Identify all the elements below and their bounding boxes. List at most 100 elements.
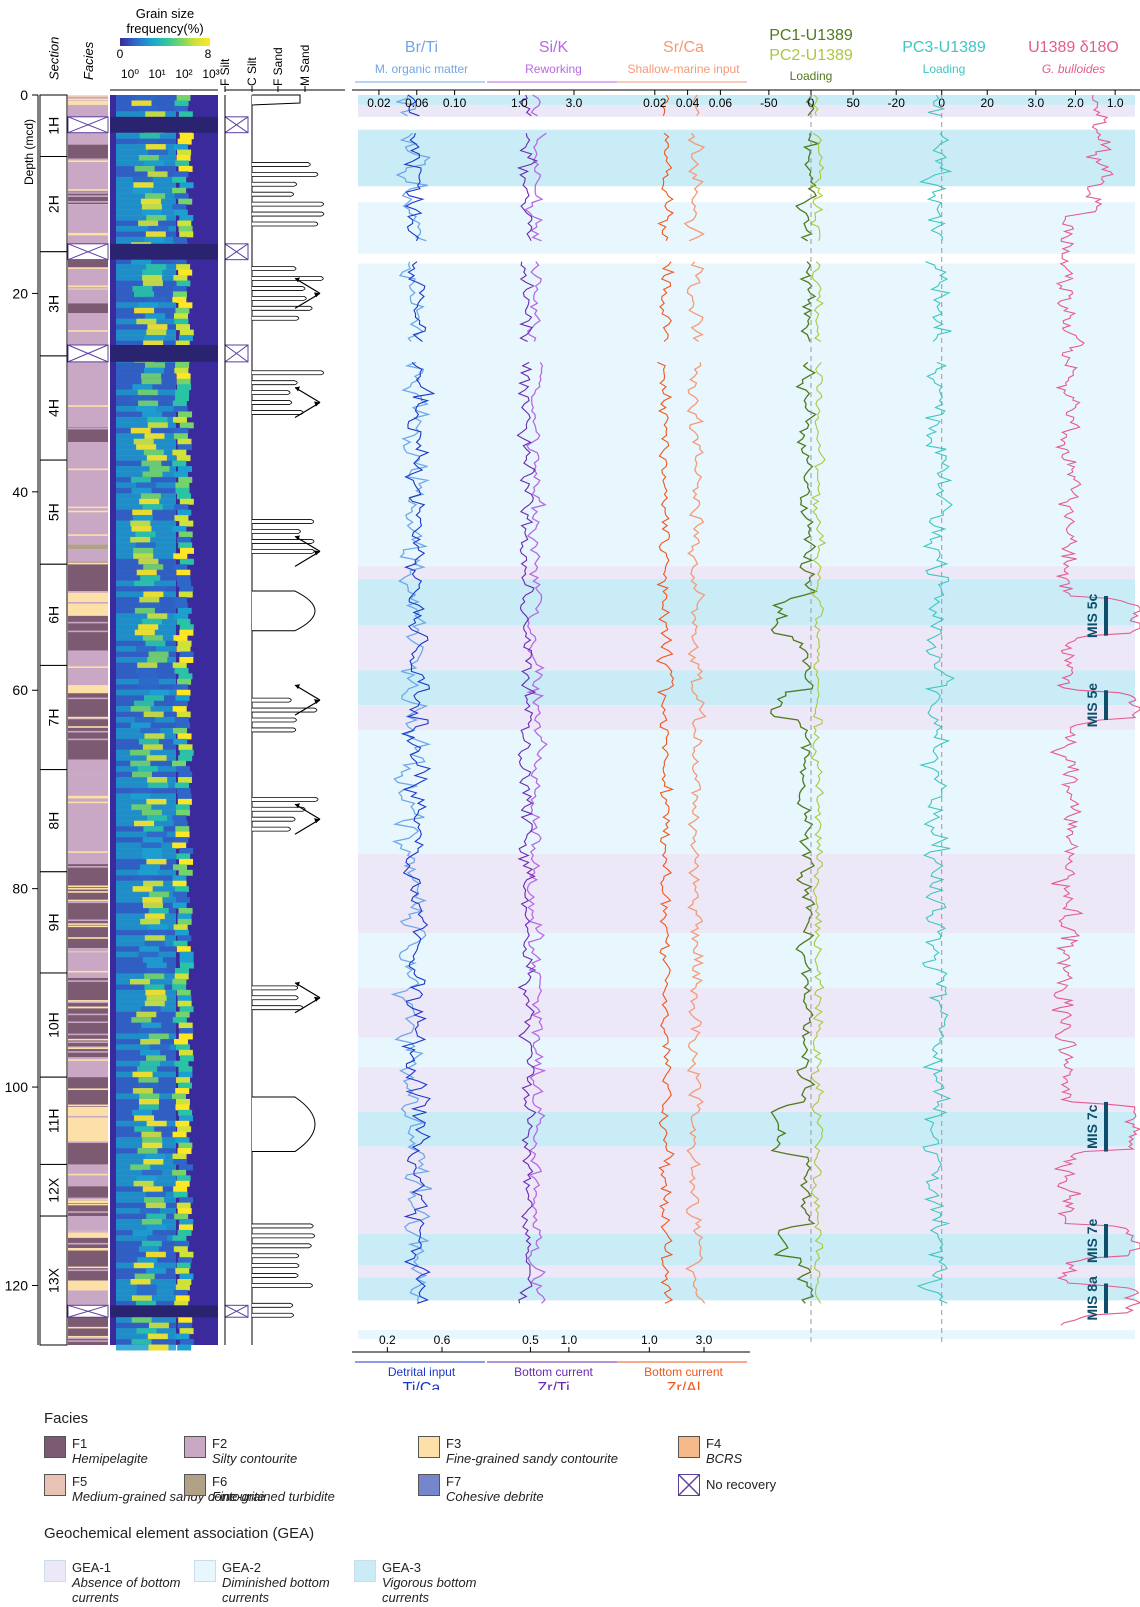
legend-swatch [194,1560,216,1582]
legend-swatch [184,1436,206,1458]
facies-interval [68,549,108,562]
facies-stripe [68,1059,108,1061]
gea-band [358,1233,1135,1266]
grain-cell [144,913,165,920]
facies-stripe [68,925,108,928]
grain-cell [172,875,187,882]
legend-text: GEA-2 Diminished bottom currents [222,1560,352,1605]
grain-cell [147,924,168,931]
gea-band [358,129,1135,187]
arrow-head [314,699,320,705]
facies-interval [68,1237,108,1281]
grain-cell [137,1257,158,1264]
facies-interval [68,361,108,428]
grain-cell [146,962,167,969]
grain-cell [142,902,163,909]
grain-cell [175,695,190,702]
grain-cell [116,329,176,336]
legend-swatch [44,1560,66,1582]
facies-stripe [68,828,108,831]
grain-cell [178,1224,193,1231]
facies-interval [68,1141,108,1165]
sand-layer [252,717,297,723]
legend-item: F5 Medium-grained sandy contourite [44,1474,265,1504]
depth-tick-label: 60 [12,682,28,698]
facies-interval [68,863,108,949]
grain-cell [144,1197,165,1204]
axis-tick-label: 0 [938,96,945,110]
grain-cell [146,831,167,838]
grain-cell [141,1131,162,1138]
facies-stripe [68,98,108,101]
grain-cell [135,542,156,549]
legend-desc: BCRS [706,1451,743,1466]
grain-cell [141,209,162,216]
grain-cell [146,1213,167,1220]
facies-interval [68,204,108,244]
mis-label: MIS 5e [1084,683,1100,728]
grain-cell [176,946,191,953]
grain-cell [145,231,166,238]
facies-stripe [68,1200,108,1203]
grain-class-label: F Silt [218,58,232,86]
facies-stripe [68,1006,108,1009]
grain-cell [142,635,163,642]
facies-stripe [68,456,108,459]
grain-cell [173,209,188,216]
grain-cell [179,1006,194,1013]
curve-Sr/Ca [683,94,707,1304]
grain-cell [147,657,168,663]
grain-cell [136,667,157,674]
gea-band [358,1146,1135,1234]
grain-cell [176,989,191,996]
section-label: 12X [46,1177,62,1203]
grain-cell [174,968,189,974]
depth-tick-label: 0 [20,87,28,103]
grain-cell [139,1208,160,1215]
grain-cell [143,564,164,571]
grain-cell [176,809,191,816]
facies-stripe [68,866,108,868]
grain-cell [177,777,192,783]
grain-cell [139,1060,160,1067]
section-label: 10H [46,1012,62,1038]
grain-cell [175,487,190,494]
grain-cell [177,918,192,925]
grain-cell [174,684,189,691]
grain-cell [178,302,193,309]
grain-cell [142,897,163,904]
grain-cell [179,1055,194,1062]
facies-stripe [68,1123,108,1126]
facies-stripe [68,108,108,110]
grain-cell [144,695,165,702]
grain-cell [141,809,162,816]
section-box [39,251,68,357]
facies-interval [68,268,108,286]
grain-cell [116,149,176,156]
grain-cell [135,1300,156,1307]
grain-cell [176,1202,191,1209]
legend-item: F7 Cohesive debrite [418,1474,544,1504]
grain-cell [177,640,192,647]
grain-cell [176,853,191,860]
grain-cell [147,815,168,822]
axis-tick-label: -20 [888,96,906,110]
gea-band [358,987,1135,1038]
legend-text: F7 Cohesive debrite [446,1474,544,1504]
facies-stripe [68,427,108,430]
legend-desc: Cohesive debrite [446,1489,544,1504]
gea-band [358,202,1135,254]
grain-cell [172,285,187,292]
grain-cell [144,335,165,342]
grain-cell [138,105,159,112]
grain-cell [179,329,194,336]
facies-interval [68,313,108,345]
grain-cell [172,176,187,183]
grain-cell [174,171,189,178]
facies-stripe [68,949,108,952]
gea-band [358,933,1135,988]
axis-tick-label: 0.04 [676,96,700,110]
facies-interval [68,95,108,101]
grain-cell [133,438,154,445]
heatmap-gap [110,1305,218,1318]
